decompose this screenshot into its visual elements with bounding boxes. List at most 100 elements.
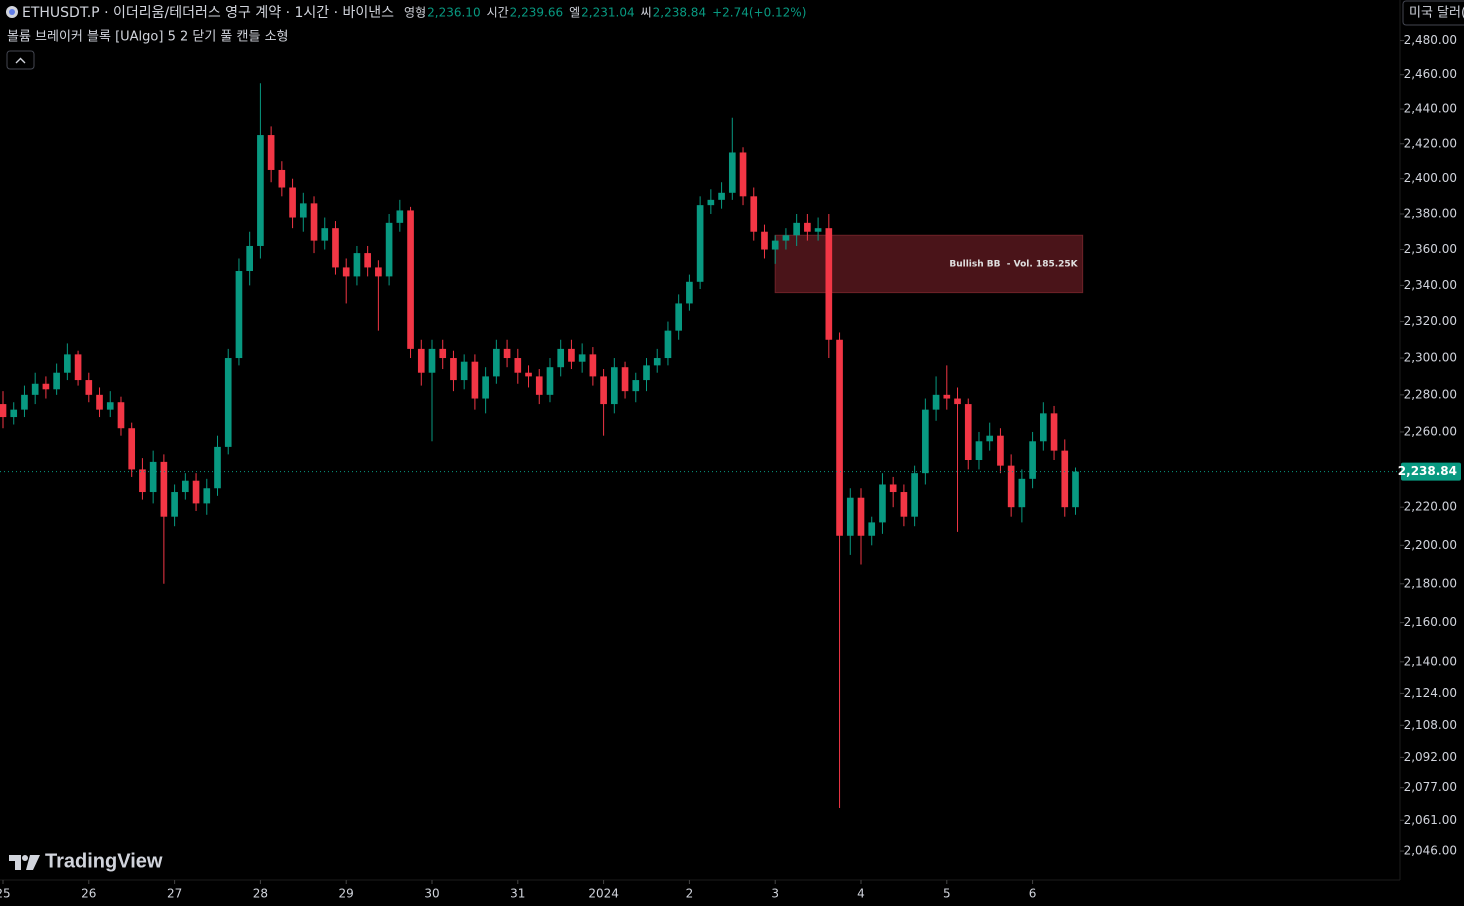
- candle-body: [1018, 478, 1026, 508]
- candle-body: [203, 488, 211, 504]
- candle-body: [235, 271, 243, 359]
- symbol-icon-inner: [9, 9, 15, 15]
- candle-body: [611, 367, 618, 405]
- candle-body: [503, 348, 511, 359]
- y-tick-label: 2,400.00: [1404, 171, 1457, 185]
- y-tick-label: 2,440.00: [1404, 102, 1457, 116]
- candle-body: [782, 235, 790, 241]
- candle-body: [814, 228, 822, 232]
- candle-body: [396, 210, 404, 223]
- candle-body: [568, 348, 575, 362]
- collapse-chevron[interactable]: [15, 57, 26, 64]
- x-tick-label: 25: [0, 887, 11, 901]
- candle-body: [557, 348, 565, 368]
- candle-body: [332, 228, 339, 268]
- currency-button[interactable]: 미국 달러(: [1402, 0, 1464, 26]
- y-tick-label: 2,140.00: [1404, 654, 1457, 668]
- x-tick-label: 26: [81, 887, 96, 901]
- y-tick-label: 2,046.00: [1404, 844, 1457, 858]
- logo-dot: [22, 855, 28, 861]
- legend-label: 영형: [404, 6, 426, 20]
- candle-body: [535, 376, 543, 395]
- candle-body: [653, 358, 661, 366]
- brand-logo: TradingView: [9, 850, 163, 872]
- candle-body: [42, 383, 50, 390]
- candle-body: [621, 367, 629, 392]
- candle-body: [954, 398, 961, 405]
- collapse-button-box[interactable]: [6, 50, 35, 70]
- candle-body: [160, 461, 168, 517]
- currency-box[interactable]: [1402, 0, 1464, 26]
- candle-body: [53, 372, 60, 390]
- candle-body: [578, 354, 586, 362]
- legend-value: 2,239.66: [510, 6, 563, 20]
- legend-value: 2,236.10: [427, 6, 480, 20]
- y-tick-label: 2,480.00: [1404, 33, 1457, 47]
- candle-body: [385, 222, 393, 277]
- candle-body: [471, 361, 479, 399]
- candle-body: [171, 492, 178, 517]
- candle-body: [21, 394, 28, 410]
- candle-body: [546, 367, 554, 395]
- y-tick-label: 2,460.00: [1404, 67, 1457, 81]
- candle-body: [1061, 450, 1069, 508]
- candle-body: [353, 253, 361, 277]
- y-tick-label: 2,380.00: [1404, 206, 1457, 220]
- logo-mark: [9, 855, 21, 870]
- candle-body: [986, 435, 994, 442]
- candle-body: [342, 267, 350, 277]
- legend-label: 씨: [641, 6, 652, 20]
- breaker-block-label: Bullish BB - Vol. 185.25K: [949, 259, 1078, 269]
- candle-body: [1039, 413, 1047, 442]
- x-tick-label: 3: [771, 887, 779, 901]
- y-tick-label: 2,180.00: [1404, 576, 1457, 590]
- collapse-button[interactable]: [6, 50, 35, 70]
- y-tick-label: 2,300.00: [1404, 351, 1457, 365]
- y-tick-label: 2,220.00: [1404, 500, 1457, 514]
- last-price-badge: [1401, 462, 1461, 481]
- legend-value: 2,238.84: [653, 6, 706, 20]
- candle-body: [514, 358, 522, 373]
- candle-body: [1072, 471, 1079, 508]
- candle-body: [900, 492, 908, 517]
- candle-body: [932, 394, 940, 410]
- legend-label: 시간: [487, 6, 509, 20]
- candle-body: [718, 192, 725, 200]
- candle-body: [846, 497, 854, 536]
- candle-body: [1029, 441, 1036, 479]
- candle-body: [117, 402, 125, 429]
- y-tick-label: 2,124.00: [1404, 686, 1457, 700]
- candle-body: [739, 152, 747, 197]
- candle-body: [632, 380, 640, 392]
- ohlc-legend: 영형 2,236.10 시간 2,239.66 엘 2,231.04 씨 2,238.84 +2…: [404, 6, 806, 20]
- candle-body: [493, 348, 500, 377]
- y-tick-label: 2,200.00: [1404, 538, 1457, 552]
- last-price-label: 2,238.84: [1398, 464, 1457, 478]
- x-tick-label: 31: [510, 887, 525, 901]
- candle-body: [696, 205, 704, 282]
- candle-body: [675, 303, 682, 331]
- y-tick-label: 2,260.00: [1404, 424, 1457, 438]
- brand-name: TradingView: [45, 850, 163, 872]
- candle-body: [589, 354, 597, 377]
- indicator-name: 볼륨 브레이커 블록 [UAlgo] 5 2 닫기 풀 캔들 소형: [7, 30, 289, 45]
- candle-body: [428, 348, 436, 373]
- candle-body: [214, 446, 221, 489]
- y-tick-label: 2,061.00: [1404, 813, 1457, 827]
- candle-body: [728, 152, 736, 193]
- candle-body: [128, 428, 136, 470]
- candle-body: [267, 135, 275, 170]
- candle-body: [793, 222, 800, 236]
- y-tick-label: 2,108.00: [1404, 718, 1457, 732]
- x-tick-label: 2: [686, 887, 694, 901]
- candle-body: [74, 354, 82, 381]
- x-tick-label: 5: [943, 887, 951, 901]
- candle-body: [997, 435, 1004, 466]
- candle-body: [149, 461, 157, 493]
- x-tick-label: 27: [167, 887, 182, 901]
- y-tick-label: 2,092.00: [1404, 750, 1457, 764]
- currency-label[interactable]: 미국 달러(: [1409, 6, 1464, 21]
- candle-body: [889, 484, 897, 493]
- candle-body: [975, 441, 983, 461]
- candle-body: [106, 402, 114, 410]
